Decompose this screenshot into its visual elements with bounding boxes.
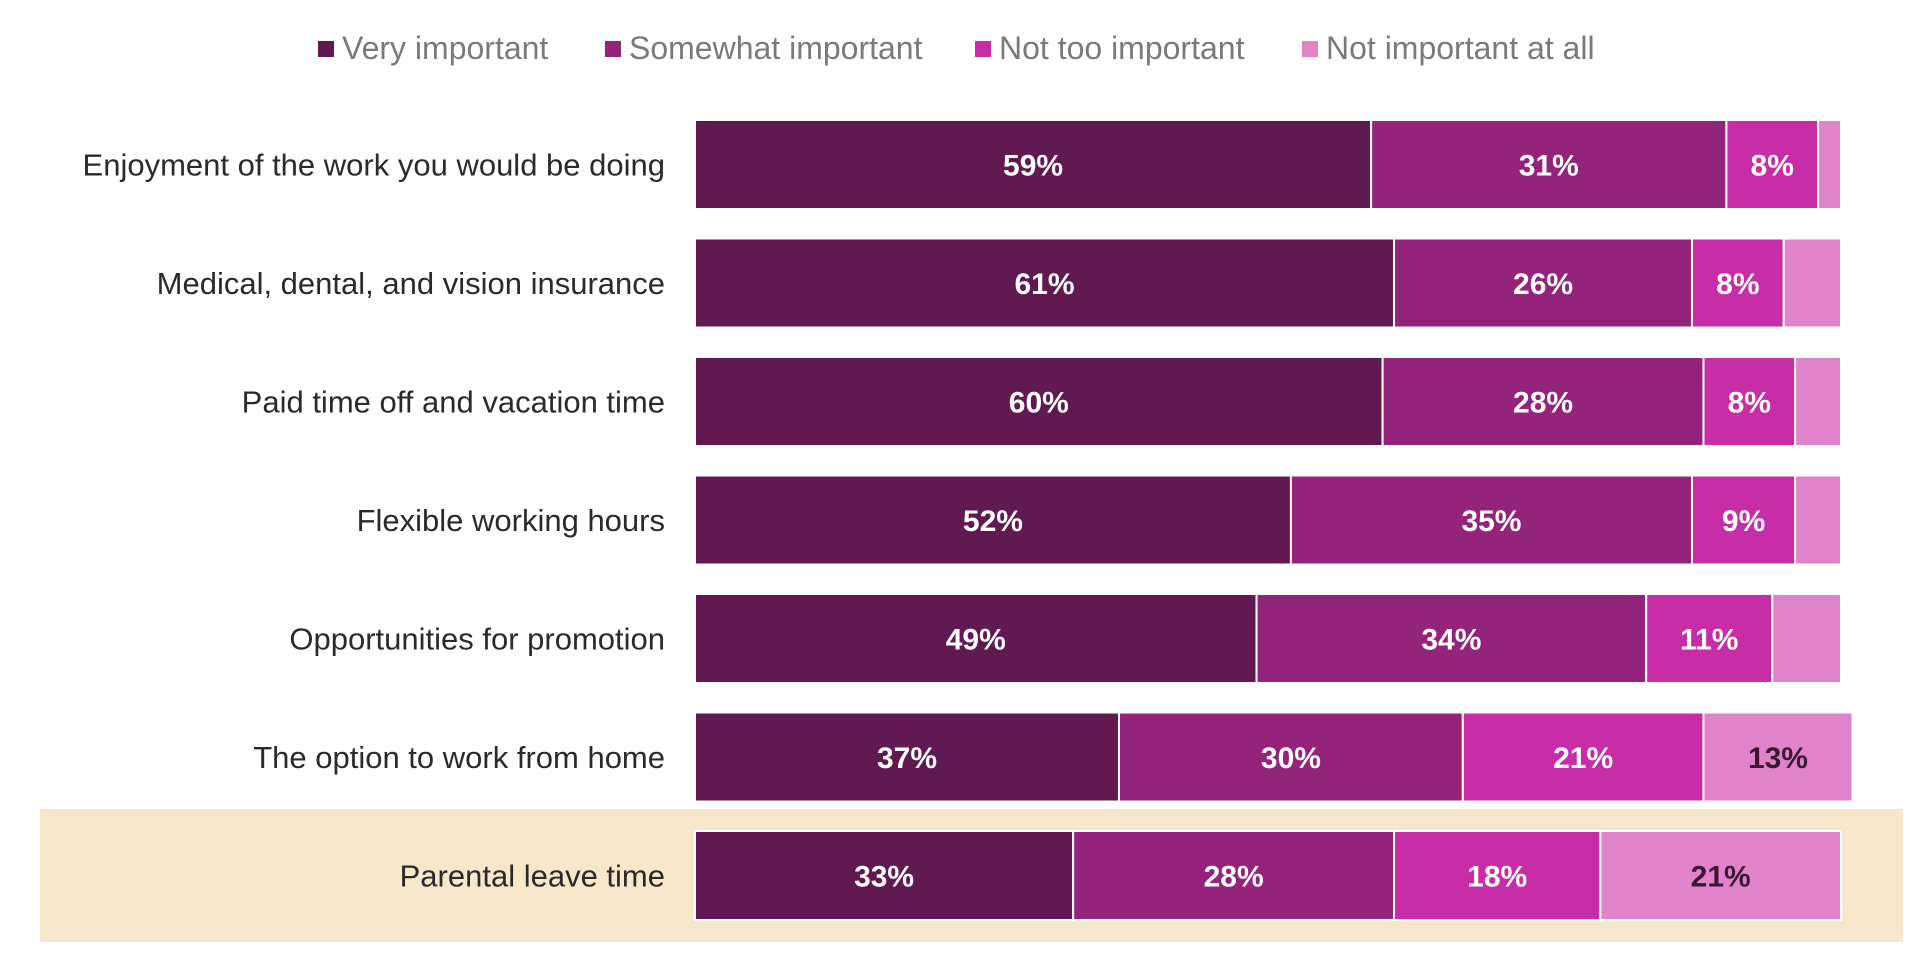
bar-segment-2 <box>1072 830 1396 921</box>
data-label: 18% <box>1467 861 1527 894</box>
legend-label-2: Somewhat important <box>629 30 923 66</box>
bar-segment-3 <box>1691 474 1797 566</box>
bar-segment-2 <box>1370 119 1728 210</box>
category-labels: Enjoyment of the work you would be doing… <box>83 148 665 894</box>
legend-swatch-4 <box>1302 41 1318 57</box>
bar-segment-1 <box>694 119 1373 210</box>
data-label: 28% <box>1204 861 1264 894</box>
legend: Very important Somewhat important Not too … <box>318 30 1595 66</box>
bar-segment-3 <box>1393 830 1602 921</box>
data-label: 49% <box>946 624 1006 657</box>
legend-swatch-3 <box>975 41 991 57</box>
data-label: 34% <box>1421 624 1481 657</box>
data-label: 8% <box>1751 150 1794 183</box>
category-label: Opportunities for promotion <box>289 622 665 657</box>
data-label: 59% <box>1003 150 1063 183</box>
data-label: 9% <box>1722 505 1765 538</box>
data-label: 8% <box>1728 387 1771 420</box>
bar-segment-3 <box>1461 711 1705 803</box>
bar-segment-4 <box>1599 830 1842 921</box>
data-label: 52% <box>963 505 1023 538</box>
bar-segment-2 <box>1393 237 1694 329</box>
bar-segment-1 <box>694 830 1075 921</box>
data-label: 61% <box>1015 268 1075 301</box>
bar-segment-4 <box>1771 593 1842 684</box>
data-label: 11% <box>1680 624 1738 657</box>
bar-segment-2 <box>1289 474 1694 566</box>
legend-label-1: Very important <box>342 30 548 66</box>
bar-segment-2 <box>1118 711 1464 803</box>
category-label: Parental leave time <box>400 859 665 894</box>
bar-segment-4 <box>1794 356 1843 447</box>
bar-segment-4 <box>1794 474 1843 566</box>
data-label: 37% <box>877 742 937 775</box>
category-label: Flexible working hours <box>357 503 665 538</box>
data-label: 60% <box>1009 387 1069 420</box>
data-label: 31% <box>1519 150 1579 183</box>
legend-swatch-1 <box>318 41 334 57</box>
data-label: 8% <box>1716 268 1759 301</box>
category-label: Paid time off and vacation time <box>242 385 665 420</box>
bar-segment-4 <box>1702 711 1854 803</box>
bar-segment-1 <box>694 593 1258 684</box>
bar-segment-2 <box>1381 356 1705 447</box>
data-label: 21% <box>1691 861 1751 894</box>
bar-segment-4 <box>1817 119 1842 210</box>
category-label: Enjoyment of the work you would be doing <box>83 148 665 183</box>
bar-segment-1 <box>694 237 1396 329</box>
data-label: 21% <box>1553 742 1613 775</box>
data-label: 33% <box>854 861 914 894</box>
legend-swatch-2 <box>605 41 621 57</box>
bar-segment-2 <box>1255 593 1648 684</box>
bar-segment-3 <box>1691 237 1785 329</box>
category-label: The option to work from home <box>253 740 665 775</box>
category-label: Medical, dental, and vision insurance <box>157 266 665 301</box>
bar-segment-3 <box>1725 119 1820 210</box>
bar-segment-3 <box>1702 356 1797 447</box>
bars: 59% 31% 8% 61% 26% 8% 60% 28% 8% 52% 35% 9% 49% 34% 11… <box>694 119 1854 921</box>
data-label: 28% <box>1513 387 1573 420</box>
legend-label-3: Not too important <box>999 30 1245 66</box>
data-label: 35% <box>1461 505 1521 538</box>
bar-segment-4 <box>1782 237 1842 329</box>
bar-segment-1 <box>694 474 1292 566</box>
bar-segment-1 <box>694 356 1384 447</box>
data-label: 13% <box>1748 742 1808 775</box>
data-label: 26% <box>1513 268 1573 301</box>
bar-segment-3 <box>1645 593 1774 684</box>
legend-label-4: Not important at all <box>1326 30 1595 66</box>
data-label: 30% <box>1261 742 1321 775</box>
bar-segment-1 <box>694 711 1121 803</box>
